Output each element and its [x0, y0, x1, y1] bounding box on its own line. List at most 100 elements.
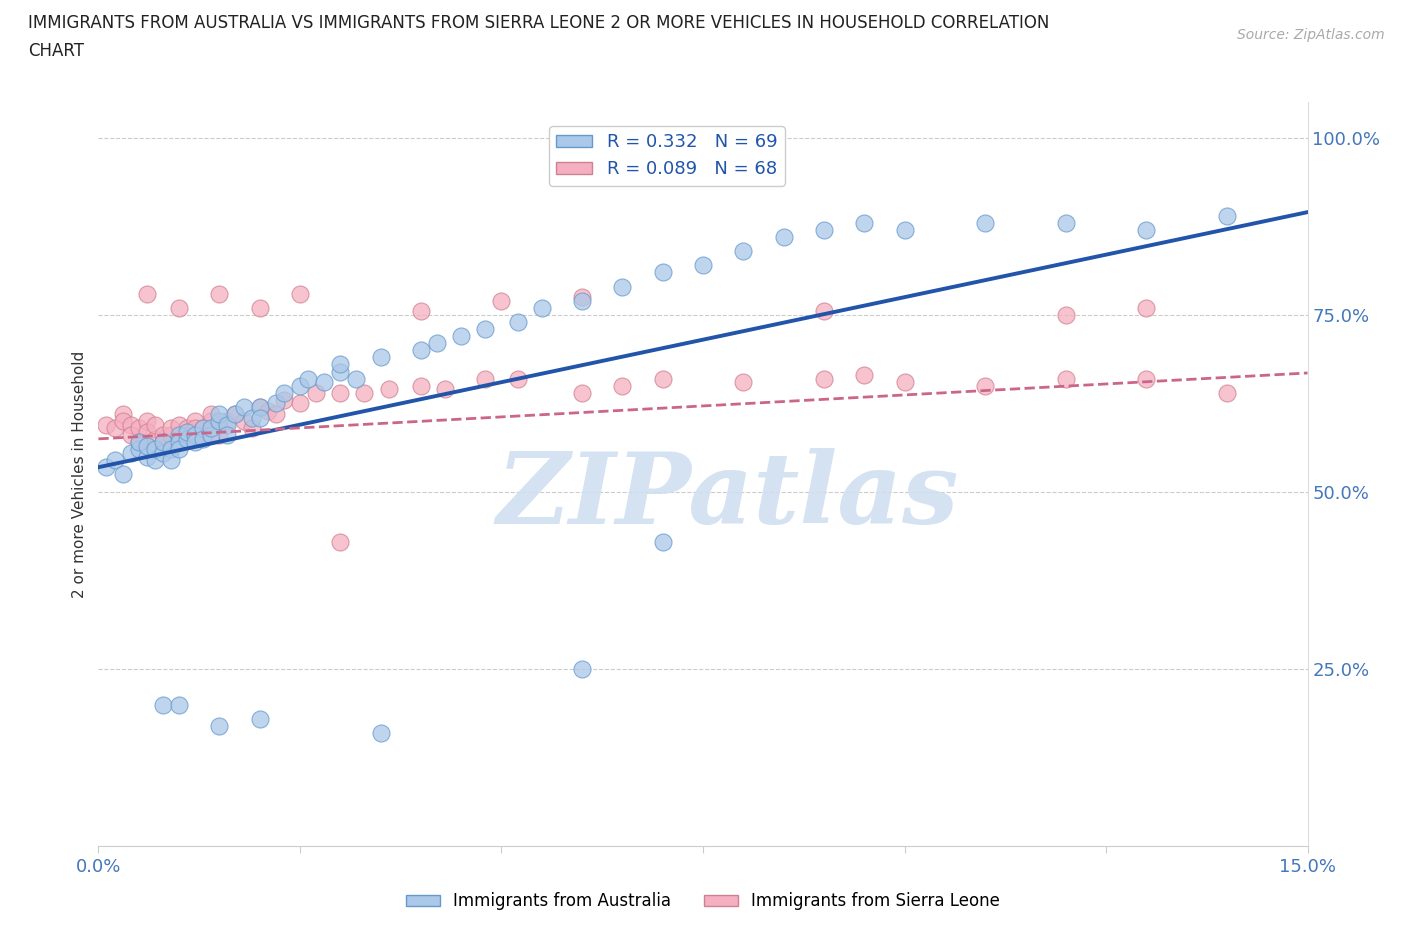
Text: CHART: CHART [28, 42, 84, 60]
Point [1135, 300, 1157, 315]
Point [426, 336, 449, 351]
Point [249, 711, 271, 726]
Point [167, 428, 190, 443]
Point [813, 371, 835, 386]
Point [256, 403, 278, 418]
Point [329, 357, 352, 372]
Point [200, 428, 222, 443]
Point [193, 432, 215, 446]
Point [160, 420, 183, 435]
Point [1054, 308, 1077, 323]
Point [120, 445, 142, 460]
Point [571, 293, 593, 308]
Point [160, 442, 183, 457]
Point [184, 435, 207, 450]
Point [692, 258, 714, 272]
Point [530, 300, 553, 315]
Point [450, 328, 472, 343]
Point [208, 418, 231, 432]
Point [329, 385, 352, 400]
Point [152, 435, 174, 450]
Point [96, 418, 118, 432]
Point [1135, 371, 1157, 386]
Point [297, 371, 319, 386]
Point [651, 534, 673, 549]
Point [167, 698, 190, 712]
Point [305, 385, 328, 400]
Point [176, 424, 198, 439]
Point [1135, 222, 1157, 237]
Point [184, 428, 207, 443]
Point [893, 375, 915, 390]
Point [370, 350, 392, 365]
Point [409, 379, 432, 393]
Point [249, 400, 271, 415]
Point [651, 371, 673, 386]
Point [772, 230, 794, 245]
Point [208, 286, 231, 301]
Point [143, 418, 166, 432]
Point [208, 718, 231, 733]
Point [1054, 216, 1077, 231]
Point [143, 442, 166, 457]
Point [353, 385, 375, 400]
Point [135, 424, 157, 439]
Point [288, 379, 311, 393]
Point [240, 410, 263, 425]
Point [128, 442, 150, 457]
Point [273, 392, 295, 407]
Point [217, 428, 239, 443]
Point [651, 265, 673, 280]
Point [176, 432, 198, 446]
Point [135, 414, 157, 429]
Point [167, 432, 190, 446]
Point [434, 382, 457, 397]
Point [120, 428, 142, 443]
Point [571, 662, 593, 677]
Point [111, 414, 134, 429]
Point [474, 371, 496, 386]
Point [193, 420, 215, 435]
Y-axis label: 2 or more Vehicles in Household: 2 or more Vehicles in Household [72, 351, 87, 598]
Point [200, 414, 222, 429]
Point [111, 467, 134, 482]
Point [152, 428, 174, 443]
Point [474, 322, 496, 337]
Point [103, 453, 125, 468]
Point [128, 420, 150, 435]
Legend: R = 0.332   N = 69, R = 0.089   N = 68: R = 0.332 N = 69, R = 0.089 N = 68 [548, 126, 785, 186]
Point [152, 435, 174, 450]
Point [152, 698, 174, 712]
Point [193, 420, 215, 435]
Point [232, 400, 254, 415]
Point [96, 459, 118, 474]
Point [184, 414, 207, 429]
Point [152, 445, 174, 460]
Point [160, 453, 183, 468]
Point [974, 379, 997, 393]
Text: Source: ZipAtlas.com: Source: ZipAtlas.com [1237, 28, 1385, 42]
Point [314, 375, 336, 390]
Point [288, 286, 311, 301]
Point [733, 244, 755, 259]
Point [167, 435, 190, 450]
Point [249, 410, 271, 425]
Point [193, 428, 215, 443]
Point [249, 300, 271, 315]
Point [200, 420, 222, 435]
Point [160, 428, 183, 443]
Point [208, 414, 231, 429]
Text: IMMIGRANTS FROM AUSTRALIA VS IMMIGRANTS FROM SIERRA LEONE 2 OR MORE VEHICLES IN : IMMIGRANTS FROM AUSTRALIA VS IMMIGRANTS … [28, 14, 1049, 32]
Point [1054, 371, 1077, 386]
Point [370, 725, 392, 740]
Point [184, 420, 207, 435]
Point [103, 420, 125, 435]
Point [612, 279, 634, 294]
Point [217, 418, 239, 432]
Point [224, 406, 246, 421]
Point [135, 449, 157, 464]
Point [329, 534, 352, 549]
Point [264, 406, 287, 421]
Point [1216, 208, 1239, 223]
Point [176, 428, 198, 443]
